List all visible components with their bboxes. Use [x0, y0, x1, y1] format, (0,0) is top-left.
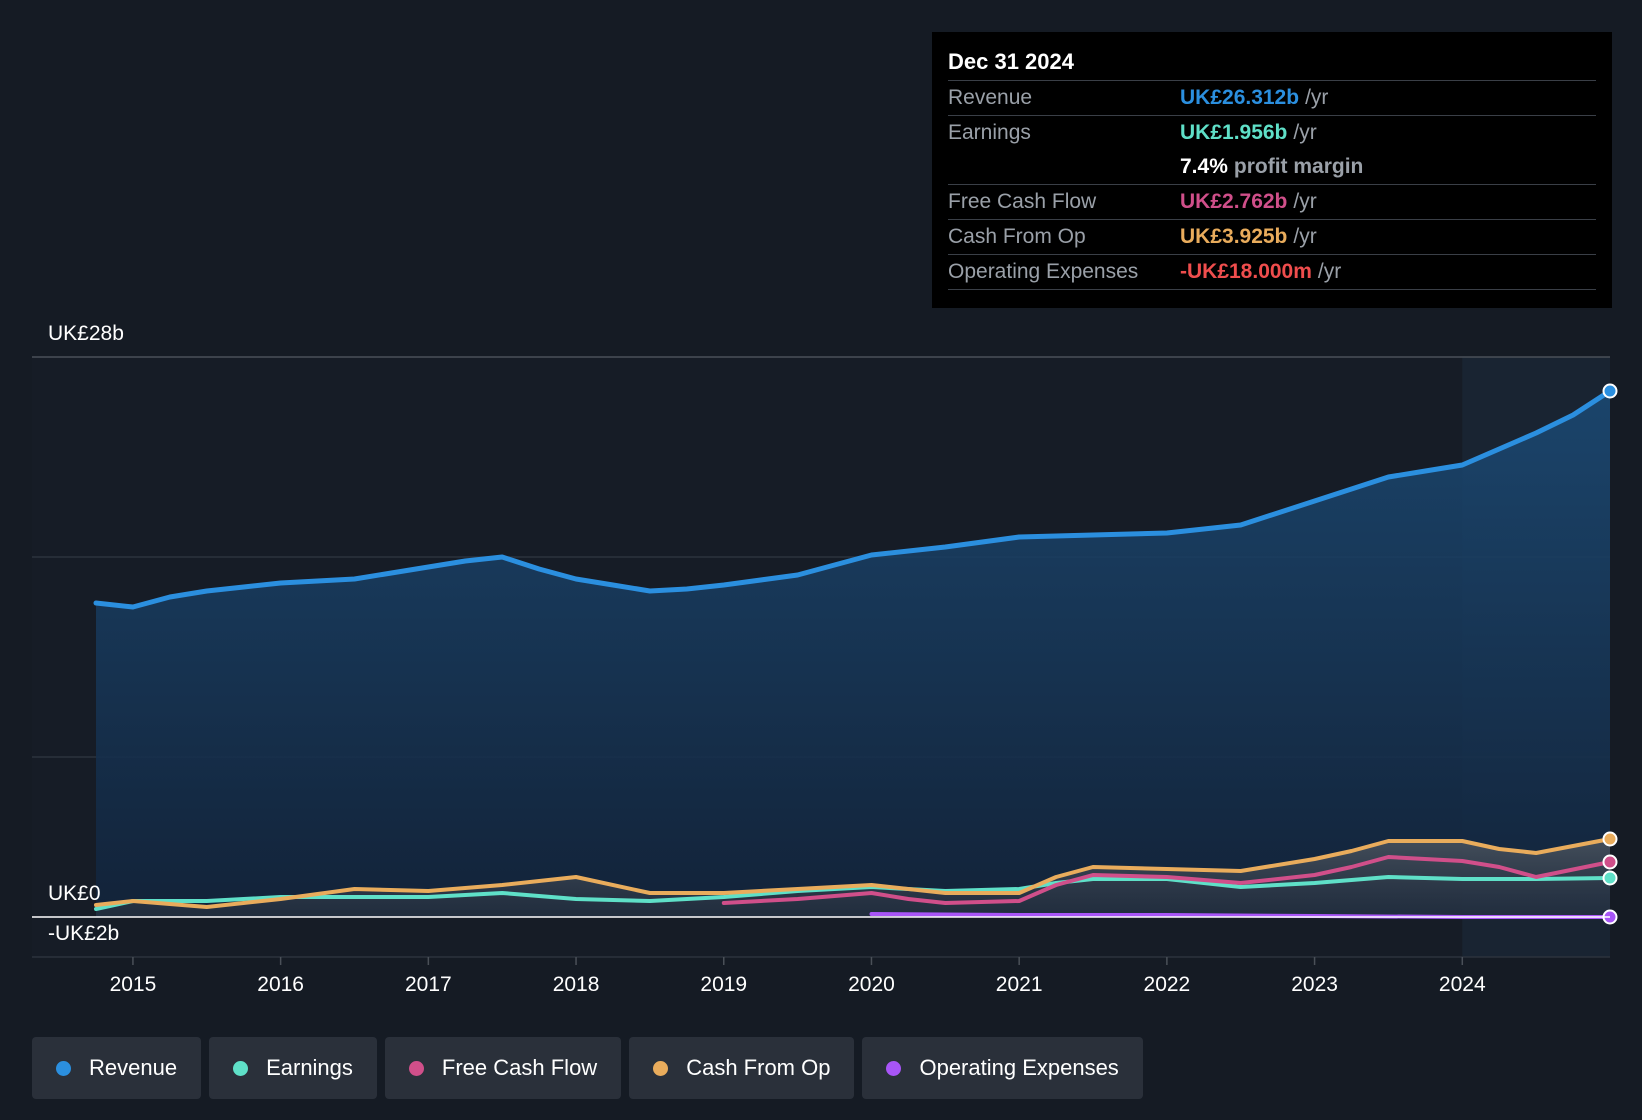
legend-dot-icon [408, 1060, 424, 1076]
tooltip-value: 7.4% [1180, 155, 1228, 178]
tooltip-label: Free Cash Flow [948, 190, 1097, 213]
x-tick-label: 2022 [1144, 973, 1191, 996]
y-axis-bottom-label: -UK£2b [48, 922, 119, 945]
tooltip-row-free-cash-flow: Free Cash Flow UK£2.762b /yr [948, 184, 1596, 219]
area-revenue [96, 391, 1610, 917]
tooltip-unit: /yr [1293, 190, 1317, 213]
tooltip-value: UK£2.762b [1180, 190, 1288, 213]
tooltip-row-earnings: Earnings UK£1.956b /yr [948, 115, 1596, 150]
legend-dot-icon [56, 1060, 71, 1076]
x-tick-label: 2017 [405, 973, 452, 996]
area-cash-from-op [96, 839, 1610, 917]
line-revenue [93, 388, 1613, 610]
legend-item-revenue[interactable]: Revenue [32, 1037, 202, 1099]
tooltip-unit: /yr [1317, 260, 1342, 283]
y-axis-top-label: UK£28b [48, 322, 124, 345]
x-tick-label: 2021 [996, 973, 1043, 996]
legend-label: Earnings [266, 1055, 353, 1080]
tooltip-value: UK£1.956b [1180, 121, 1288, 144]
legend-item-cash-from-op[interactable]: Cash From Op [629, 1037, 855, 1099]
legend-label: Cash From Op [686, 1055, 831, 1080]
tooltip-row-profit-margin: 7.4% profit margin [948, 150, 1596, 184]
tooltip-value: UK£26.312b [1180, 86, 1300, 109]
legend-dot-icon [886, 1060, 902, 1076]
endpoint-free-cash-flow [1602, 854, 1618, 870]
tooltip-unit: profit margin [1233, 155, 1364, 178]
endpoint-revenue [1602, 383, 1618, 399]
tooltip-unit: /yr [1293, 121, 1317, 144]
legend-label: Free Cash Flow [441, 1055, 598, 1080]
tooltip-label: Revenue [948, 86, 1033, 109]
x-tick-label: 2024 [1439, 973, 1486, 996]
legend: Revenue Earnings Free Cash Flow Cash Fro… [32, 1037, 1143, 1099]
endpoint-cash-from-op [1602, 831, 1618, 847]
x-tick-label: 2016 [257, 973, 304, 996]
tooltip: Dec 31 2024 Revenue UK£26.312b /yr Earni… [932, 32, 1612, 308]
x-tick-label: 2020 [848, 973, 895, 996]
legend-item-earnings[interactable]: Earnings [209, 1037, 377, 1099]
legend-item-free-cash-flow[interactable]: Free Cash Flow [384, 1037, 622, 1099]
tooltip-unit: /yr [1293, 225, 1317, 248]
series-areas [96, 391, 1610, 917]
legend-label: Revenue [89, 1055, 178, 1080]
tooltip-label: Cash From Op [948, 225, 1086, 248]
x-tick-label: 2018 [553, 973, 600, 996]
tooltip-value: UK£3.925b [1180, 225, 1288, 248]
tooltip-date: Dec 31 2024 [948, 49, 1074, 74]
chart: UK£28b UK£0 -UK£2b 2015 2016 2017 2018 2019 2… [32, 322, 1618, 996]
legend-label: Operating Expenses [919, 1055, 1119, 1080]
line-cash-from-op [94, 837, 1612, 909]
legend-dot-icon [233, 1060, 249, 1076]
x-tick-label: 2015 [110, 973, 157, 996]
legend-dot-icon [653, 1060, 669, 1076]
tooltip-row-operating-expenses: Operating Expenses -UK£18.000m /yr [948, 254, 1596, 290]
line-free-cash-flow [721, 855, 1612, 905]
tooltip-row-cash-from-op: Cash From Op UK£3.925b /yr [948, 219, 1596, 254]
legend-item-operating-expenses[interactable]: Operating Expenses [862, 1037, 1143, 1099]
tooltip-label: Earnings [948, 121, 1031, 144]
x-axis-ticks: 2015 2016 2017 2018 2019 2020 2021 2022 2023 2024 [110, 957, 1486, 996]
tooltip-value: -UK£18.000m [1180, 260, 1312, 283]
y-axis-zero-label: UK£0 [48, 882, 101, 905]
tooltip-label: Operating Expenses [948, 260, 1139, 283]
x-tick-label: 2019 [700, 973, 747, 996]
tooltip-unit: /yr [1305, 86, 1329, 109]
x-tick-label: 2023 [1291, 973, 1338, 996]
endpoint-earnings [1602, 870, 1618, 886]
tooltip-row-revenue: Revenue UK£26.312b /yr [948, 80, 1596, 115]
